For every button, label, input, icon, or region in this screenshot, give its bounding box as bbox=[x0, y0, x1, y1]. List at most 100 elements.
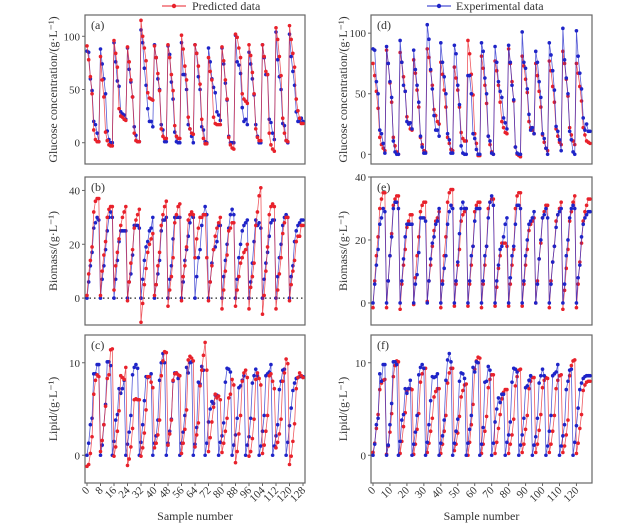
data-point-predicted bbox=[564, 433, 569, 437]
data-point-predicted bbox=[172, 123, 177, 128]
data-point-predicted bbox=[539, 412, 543, 417]
data-point-predicted bbox=[191, 212, 196, 217]
data-point-predicted bbox=[545, 203, 550, 208]
data-point-predicted bbox=[223, 269, 228, 273]
data-point-experimental bbox=[418, 365, 423, 370]
data-point-predicted bbox=[284, 357, 288, 361]
data-point-predicted bbox=[208, 280, 212, 284]
data-point-experimental bbox=[476, 360, 480, 365]
data-point-experimental bbox=[447, 137, 452, 142]
data-point-experimental bbox=[112, 296, 116, 300]
data-point-experimental bbox=[449, 360, 453, 364]
data-point-experimental bbox=[439, 441, 443, 446]
data-point-predicted bbox=[145, 250, 150, 255]
data-point-predicted bbox=[211, 115, 216, 119]
data-point-predicted bbox=[292, 422, 297, 426]
data-point-experimental bbox=[277, 387, 282, 392]
data-point-experimental bbox=[372, 442, 377, 446]
data-point-predicted bbox=[179, 298, 184, 303]
data-point-experimental bbox=[420, 362, 424, 367]
data-point-predicted bbox=[377, 135, 382, 140]
data-point-predicted bbox=[287, 462, 292, 467]
data-point-experimental bbox=[522, 60, 526, 65]
data-point-predicted bbox=[161, 212, 165, 217]
data-point-experimental bbox=[90, 416, 94, 421]
data-point-experimental bbox=[432, 235, 436, 239]
data-point-experimental bbox=[398, 38, 402, 43]
data-point-predicted bbox=[117, 237, 121, 241]
data-point-predicted bbox=[186, 358, 191, 362]
data-point-predicted bbox=[226, 229, 231, 233]
data-point-experimental bbox=[527, 378, 531, 383]
data-point-predicted bbox=[445, 381, 450, 385]
data-point-predicted bbox=[147, 242, 152, 247]
data-point-experimental bbox=[494, 60, 499, 65]
data-point-predicted bbox=[132, 226, 137, 230]
data-point-experimental bbox=[566, 91, 570, 96]
data-point-experimental bbox=[559, 206, 563, 211]
data-point-experimental bbox=[156, 272, 160, 276]
data-point-experimental bbox=[129, 413, 133, 418]
data-point-experimental bbox=[408, 378, 413, 383]
data-point-experimental bbox=[164, 453, 169, 458]
data-point-experimental bbox=[562, 282, 567, 286]
data-point-experimental bbox=[386, 279, 391, 283]
data-point-experimental bbox=[124, 453, 128, 458]
data-point-experimental bbox=[427, 279, 431, 283]
data-point-experimental bbox=[401, 83, 406, 88]
data-point-predicted bbox=[203, 212, 207, 217]
data-point-experimental bbox=[466, 301, 470, 305]
x-tick-label: 128 bbox=[288, 484, 309, 505]
data-point-predicted bbox=[447, 371, 452, 375]
data-point-predicted bbox=[376, 106, 380, 111]
data-point-experimental bbox=[372, 282, 377, 286]
data-point-predicted bbox=[462, 209, 467, 214]
data-point-predicted bbox=[215, 226, 219, 230]
data-point-predicted bbox=[85, 44, 89, 48]
data-point-predicted bbox=[584, 203, 589, 208]
data-point-predicted bbox=[416, 235, 421, 239]
panel-label: (f) bbox=[377, 338, 389, 352]
data-point-predicted bbox=[183, 427, 187, 432]
data-point-experimental bbox=[423, 453, 428, 458]
data-point-predicted bbox=[113, 264, 118, 268]
data-point-predicted bbox=[178, 202, 182, 206]
data-point-predicted bbox=[113, 51, 118, 56]
data-point-experimental bbox=[461, 200, 465, 204]
data-point-predicted bbox=[105, 376, 110, 381]
data-point-experimental bbox=[199, 124, 204, 129]
data-point-experimental bbox=[559, 444, 563, 448]
data-point-experimental bbox=[571, 203, 575, 208]
data-point-experimental bbox=[383, 209, 387, 214]
data-point-predicted bbox=[579, 99, 584, 103]
data-point-predicted bbox=[576, 441, 580, 446]
data-point-experimental bbox=[396, 152, 401, 157]
data-point-predicted bbox=[140, 446, 145, 450]
data-point-predicted bbox=[179, 451, 184, 456]
data-point-predicted bbox=[218, 215, 223, 220]
x-tick-label: 80 bbox=[497, 484, 514, 501]
data-point-experimental bbox=[452, 441, 457, 446]
data-point-experimental bbox=[391, 139, 396, 143]
data-point-experimental bbox=[469, 91, 474, 96]
data-point-predicted bbox=[213, 392, 218, 397]
data-point-experimental bbox=[503, 121, 508, 125]
data-point-predicted bbox=[506, 451, 511, 456]
panel-a: 0 50 100 Glucose concentration/(g·L⁻¹) (a) bbox=[46, 14, 306, 165]
data-point-predicted bbox=[218, 397, 223, 402]
data-point-predicted bbox=[196, 226, 201, 230]
data-point-experimental bbox=[550, 68, 555, 73]
data-point-predicted bbox=[559, 200, 563, 204]
data-point-experimental bbox=[221, 421, 226, 425]
data-point-experimental bbox=[539, 95, 543, 100]
data-point-experimental bbox=[459, 144, 463, 148]
data-point-experimental bbox=[484, 379, 489, 384]
data-point-experimental bbox=[216, 453, 221, 458]
data-point-predicted bbox=[420, 203, 424, 208]
data-point-predicted bbox=[139, 320, 143, 325]
data-point-experimental bbox=[505, 216, 509, 220]
data-point-predicted bbox=[140, 301, 145, 306]
data-point-experimental bbox=[564, 253, 569, 258]
data-point-predicted bbox=[129, 445, 133, 449]
x-tick-label: 20 bbox=[396, 484, 413, 501]
